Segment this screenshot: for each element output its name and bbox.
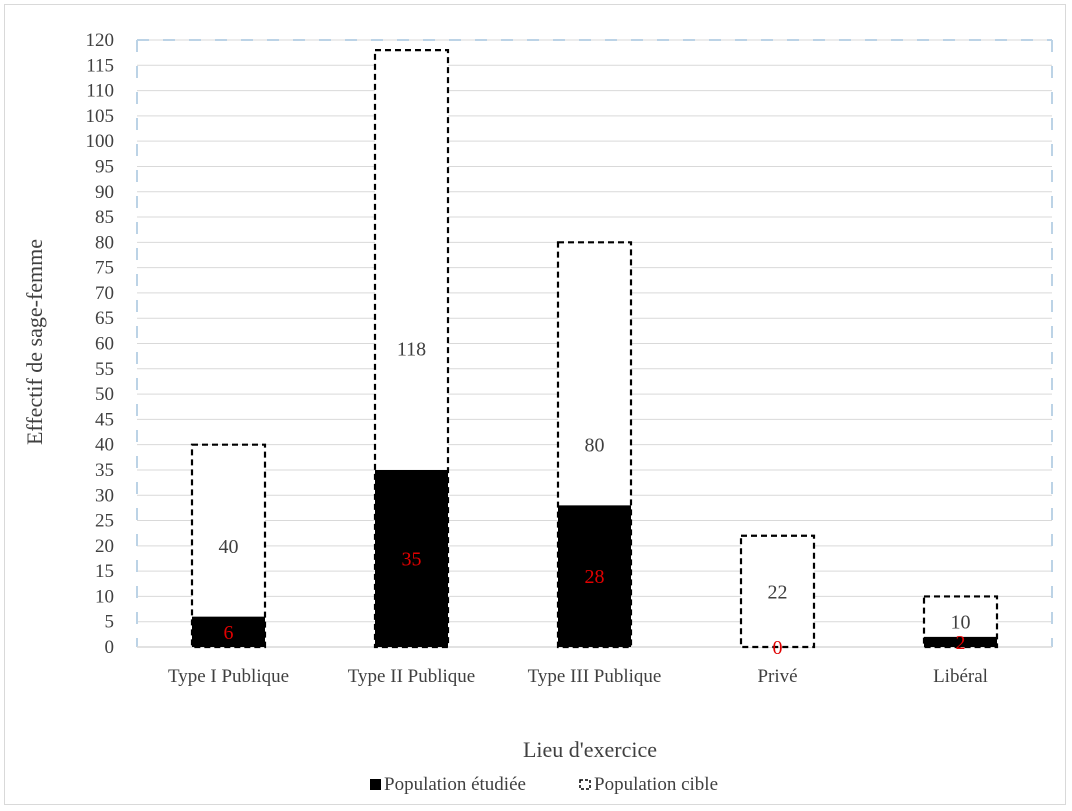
bars <box>190 49 999 649</box>
label-studied-2: 28 <box>585 566 605 588</box>
y-tick-label: 20 <box>95 536 114 557</box>
y-tick-label: 0 <box>105 637 115 658</box>
y-tick-label: 115 <box>86 55 114 76</box>
y-tick-label: 80 <box>95 232 114 253</box>
label-target-4: 10 <box>951 612 971 634</box>
y-tick-label: 75 <box>95 258 114 279</box>
y-axis-title: Effectif de sage-femme <box>22 239 47 445</box>
y-tick-label: 55 <box>95 359 114 380</box>
y-tick-label: 50 <box>95 384 114 405</box>
bar-target-3 <box>739 534 816 649</box>
x-category-label: Type III Publique <box>528 666 662 687</box>
label-studied-3: 0 <box>773 637 783 659</box>
y-tick-label: 60 <box>95 334 114 355</box>
label-target-0: 40 <box>219 536 239 558</box>
y-tick-label: 105 <box>86 106 115 127</box>
legend: Population étudiée Population cible <box>370 774 718 795</box>
legend-label-studied: Population étudiée <box>384 774 526 795</box>
y-tick-label: 65 <box>95 308 114 329</box>
x-category-label: Type I Publique <box>168 666 289 687</box>
x-axis-title: Lieu d'exercice <box>523 737 657 762</box>
y-tick-label: 120 <box>86 30 115 51</box>
y-tick-label: 100 <box>86 131 115 152</box>
label-target-3: 22 <box>768 581 788 603</box>
y-tick-label: 15 <box>95 561 114 582</box>
y-tick-label: 30 <box>95 485 114 506</box>
y-tick-label: 45 <box>95 409 114 430</box>
y-axis-ticks: 0 5 10 15 20 25 30 35 40 45 50 55 60 65 70 75 80 85 90 95 10… <box>86 30 115 658</box>
y-tick-label: 35 <box>95 460 114 481</box>
x-category-label: Type II Publique <box>348 666 475 687</box>
label-studied-4: 2 <box>956 632 966 654</box>
chart-frame <box>4 4 1066 805</box>
legend-swatch-studied <box>370 779 381 790</box>
y-tick-label: 10 <box>95 586 114 607</box>
label-target-2: 80 <box>585 435 605 457</box>
y-tick-label: 5 <box>105 612 115 633</box>
y-tick-label: 40 <box>95 435 114 456</box>
label-studied-1: 35 <box>402 548 422 570</box>
legend-swatch-target <box>579 779 591 790</box>
label-target-1: 118 <box>397 339 426 361</box>
bar-studied-0 <box>192 616 265 647</box>
data-labels: 40 6 118 35 80 28 22 0 102 <box>219 339 971 659</box>
bar-studied-1 <box>375 469 448 647</box>
x-category-label: Libéral <box>933 666 988 687</box>
y-tick-label: 95 <box>95 156 114 177</box>
y-tick-label: 85 <box>95 207 114 228</box>
label-studied-0: 6 <box>224 622 234 644</box>
x-category-label: Privé <box>757 666 797 687</box>
bar-studied-2 <box>558 505 631 647</box>
y-tick-label: 110 <box>86 81 114 102</box>
x-axis-categories: Type I Publique Type II Publique Type III … <box>168 666 988 687</box>
legend-label-target: Population cible <box>594 774 718 795</box>
y-tick-label: 25 <box>95 511 114 532</box>
y-tick-label: 70 <box>95 283 114 304</box>
bar-studied-4 <box>924 636 997 647</box>
y-tick-label: 90 <box>95 182 114 203</box>
